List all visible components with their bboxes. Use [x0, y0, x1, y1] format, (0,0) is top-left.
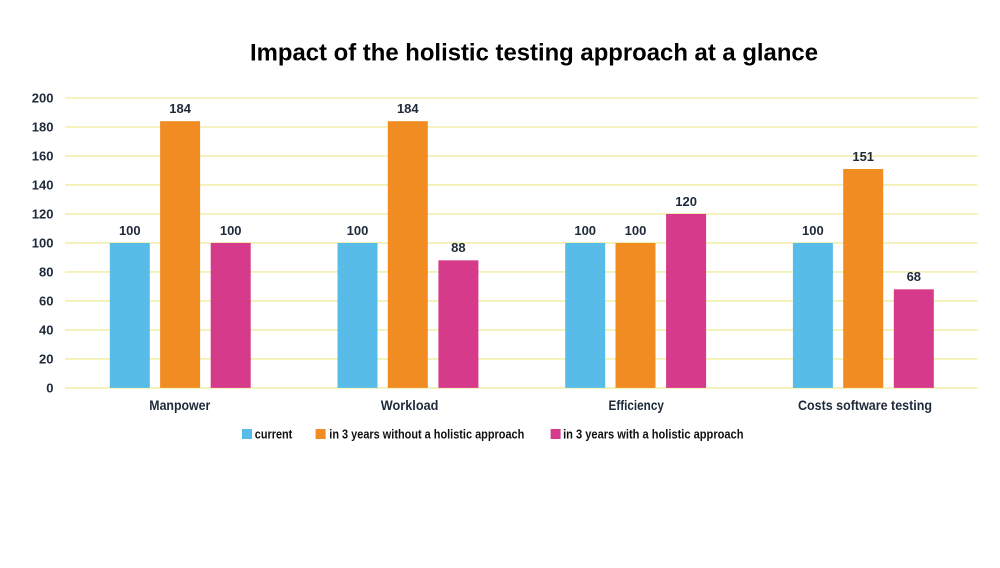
svg-text:100: 100	[574, 223, 596, 238]
svg-text:in 3 years without a holistic: in 3 years without a holistic approach	[329, 426, 524, 441]
svg-text:20: 20	[39, 351, 53, 366]
svg-text:100: 100	[119, 223, 141, 238]
svg-text:100: 100	[347, 223, 369, 238]
svg-text:100: 100	[220, 223, 242, 238]
svg-text:160: 160	[32, 148, 54, 163]
svg-text:100: 100	[802, 223, 824, 238]
svg-text:184: 184	[397, 101, 419, 116]
svg-text:80: 80	[39, 264, 53, 279]
svg-text:Costs software testing: Costs software testing	[798, 398, 932, 413]
svg-text:140: 140	[32, 177, 54, 192]
svg-text:100: 100	[32, 235, 54, 250]
svg-text:40: 40	[39, 322, 53, 337]
svg-text:68: 68	[907, 269, 921, 284]
svg-text:200: 200	[32, 91, 54, 106]
svg-text:120: 120	[32, 206, 54, 221]
svg-text:current: current	[255, 426, 293, 441]
svg-text:88: 88	[451, 240, 465, 255]
svg-text:100: 100	[625, 223, 647, 238]
svg-text:60: 60	[39, 293, 53, 308]
svg-text:Workload: Workload	[381, 398, 439, 413]
svg-text:180: 180	[32, 119, 54, 134]
svg-text:120: 120	[675, 194, 697, 209]
svg-text:Efficiency: Efficiency	[609, 398, 665, 413]
svg-text:Impact of the holistic testing: Impact of the holistic testing approach …	[250, 40, 818, 67]
svg-text:0: 0	[46, 380, 53, 395]
svg-text:in 3 years with a holistic app: in 3 years with a holistic approach	[563, 426, 743, 441]
svg-text:Manpower: Manpower	[149, 398, 211, 413]
svg-text:151: 151	[852, 149, 874, 164]
svg-text:184: 184	[169, 101, 191, 116]
